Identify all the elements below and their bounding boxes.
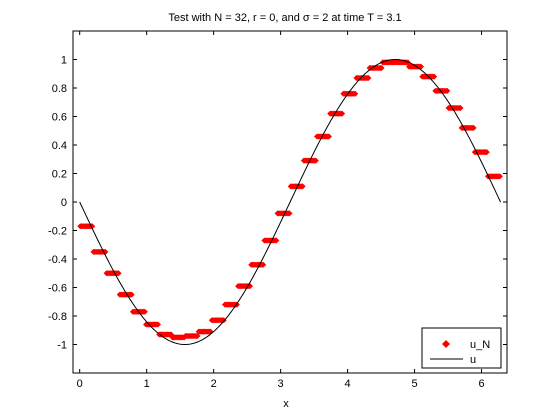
u-n-point (115, 270, 122, 277)
u-n-point (128, 291, 135, 298)
u-n-point (273, 237, 280, 244)
y-tick-label: -0.2 (48, 226, 67, 238)
chart-title: Test with N = 32, r = 0, and σ = 2 at ti… (168, 12, 401, 24)
u-n-point (141, 308, 148, 315)
u-n-point (299, 183, 306, 190)
x-tick-label: 1 (144, 378, 150, 390)
u-n-point (496, 173, 503, 180)
legend: u_N u (421, 327, 502, 369)
u-n-point (339, 110, 346, 117)
legend-box (421, 327, 502, 369)
x-tick-label: 6 (478, 378, 484, 390)
x-tick-label: 5 (412, 378, 418, 390)
u-n-point (286, 210, 293, 217)
u-n-point (378, 65, 385, 72)
legend-label-u-n: u_N (470, 339, 490, 351)
y-tick-label: 0.8 (52, 83, 67, 95)
u-n-point (470, 124, 477, 131)
x-tick-label: 2 (211, 378, 217, 390)
y-tick-label: 1 (61, 55, 67, 67)
x-axis-ticks: 0 1 2 3 4 5 6 (77, 31, 485, 390)
x-axis-label: x (283, 398, 289, 410)
u-n-point (312, 157, 319, 164)
u-n-point (457, 104, 464, 111)
y-tick-label: -0.4 (48, 254, 67, 266)
legend-marker-u-n (442, 340, 450, 348)
u-n-point (483, 149, 490, 156)
y-tick-label: 0.4 (52, 140, 67, 152)
series-u-line (79, 58, 501, 346)
legend-label-u: u (470, 354, 476, 366)
y-tick-label: -1 (57, 340, 67, 352)
y-tick-label: 0.2 (52, 169, 67, 181)
u-n-point (444, 87, 451, 94)
x-tick-label: 3 (278, 378, 284, 390)
u-n-point (260, 261, 267, 268)
u-n-point (194, 332, 201, 339)
x-tick-label: 0 (77, 378, 83, 390)
u-n-point (431, 73, 438, 80)
y-tick-label: -0.8 (48, 311, 67, 323)
y-axis-ticks: -1 -0.8 -0.6 -0.4 -0.2 0 0.2 0.4 0.6 0.8 1 (48, 55, 507, 352)
u-n-point (365, 75, 372, 82)
series-u-n (77, 59, 503, 341)
u-n-point (325, 133, 332, 140)
y-tick-label: -0.6 (48, 283, 67, 295)
y-tick-label: 0 (61, 197, 67, 209)
u-n-point (155, 321, 162, 328)
u-n-point (352, 90, 359, 97)
x-tick-label: 4 (345, 378, 351, 390)
y-tick-label: 0.6 (52, 112, 67, 124)
